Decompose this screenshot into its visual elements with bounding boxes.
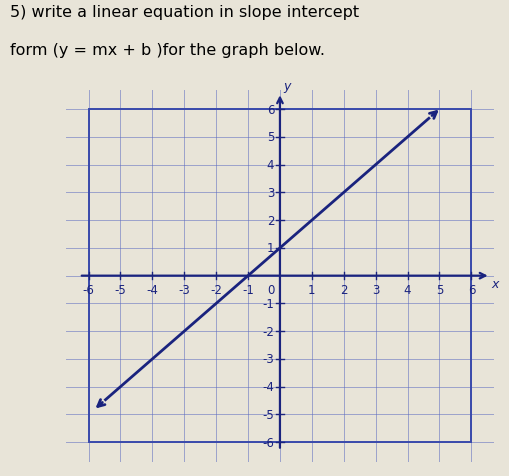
Text: 6: 6 [468, 283, 475, 296]
Text: 4: 4 [267, 159, 274, 172]
Text: -3: -3 [178, 283, 190, 296]
Text: 5: 5 [436, 283, 443, 296]
Text: 0: 0 [267, 283, 274, 296]
Text: -1: -1 [242, 283, 254, 296]
Text: 3: 3 [267, 187, 274, 199]
Text: -5: -5 [263, 408, 274, 421]
Text: -3: -3 [263, 353, 274, 366]
Text: 4: 4 [404, 283, 411, 296]
Text: form (y = mx + b )for the graph below.: form (y = mx + b )for the graph below. [10, 43, 325, 58]
Text: -4: -4 [262, 380, 274, 393]
Text: x: x [491, 278, 498, 290]
Text: -6: -6 [82, 283, 95, 296]
Text: 1: 1 [267, 242, 274, 255]
Text: 1: 1 [308, 283, 316, 296]
Text: -2: -2 [210, 283, 222, 296]
Text: -5: -5 [115, 283, 126, 296]
Text: y: y [284, 79, 291, 93]
Text: -4: -4 [147, 283, 158, 296]
Text: -6: -6 [262, 436, 274, 449]
Text: -2: -2 [262, 325, 274, 338]
Text: 2: 2 [340, 283, 348, 296]
Text: -1: -1 [262, 298, 274, 310]
Text: 3: 3 [372, 283, 379, 296]
Text: 5) write a linear equation in slope intercept: 5) write a linear equation in slope inte… [10, 5, 359, 20]
Text: 5: 5 [267, 131, 274, 144]
Text: 6: 6 [267, 103, 274, 116]
Text: 2: 2 [267, 214, 274, 227]
